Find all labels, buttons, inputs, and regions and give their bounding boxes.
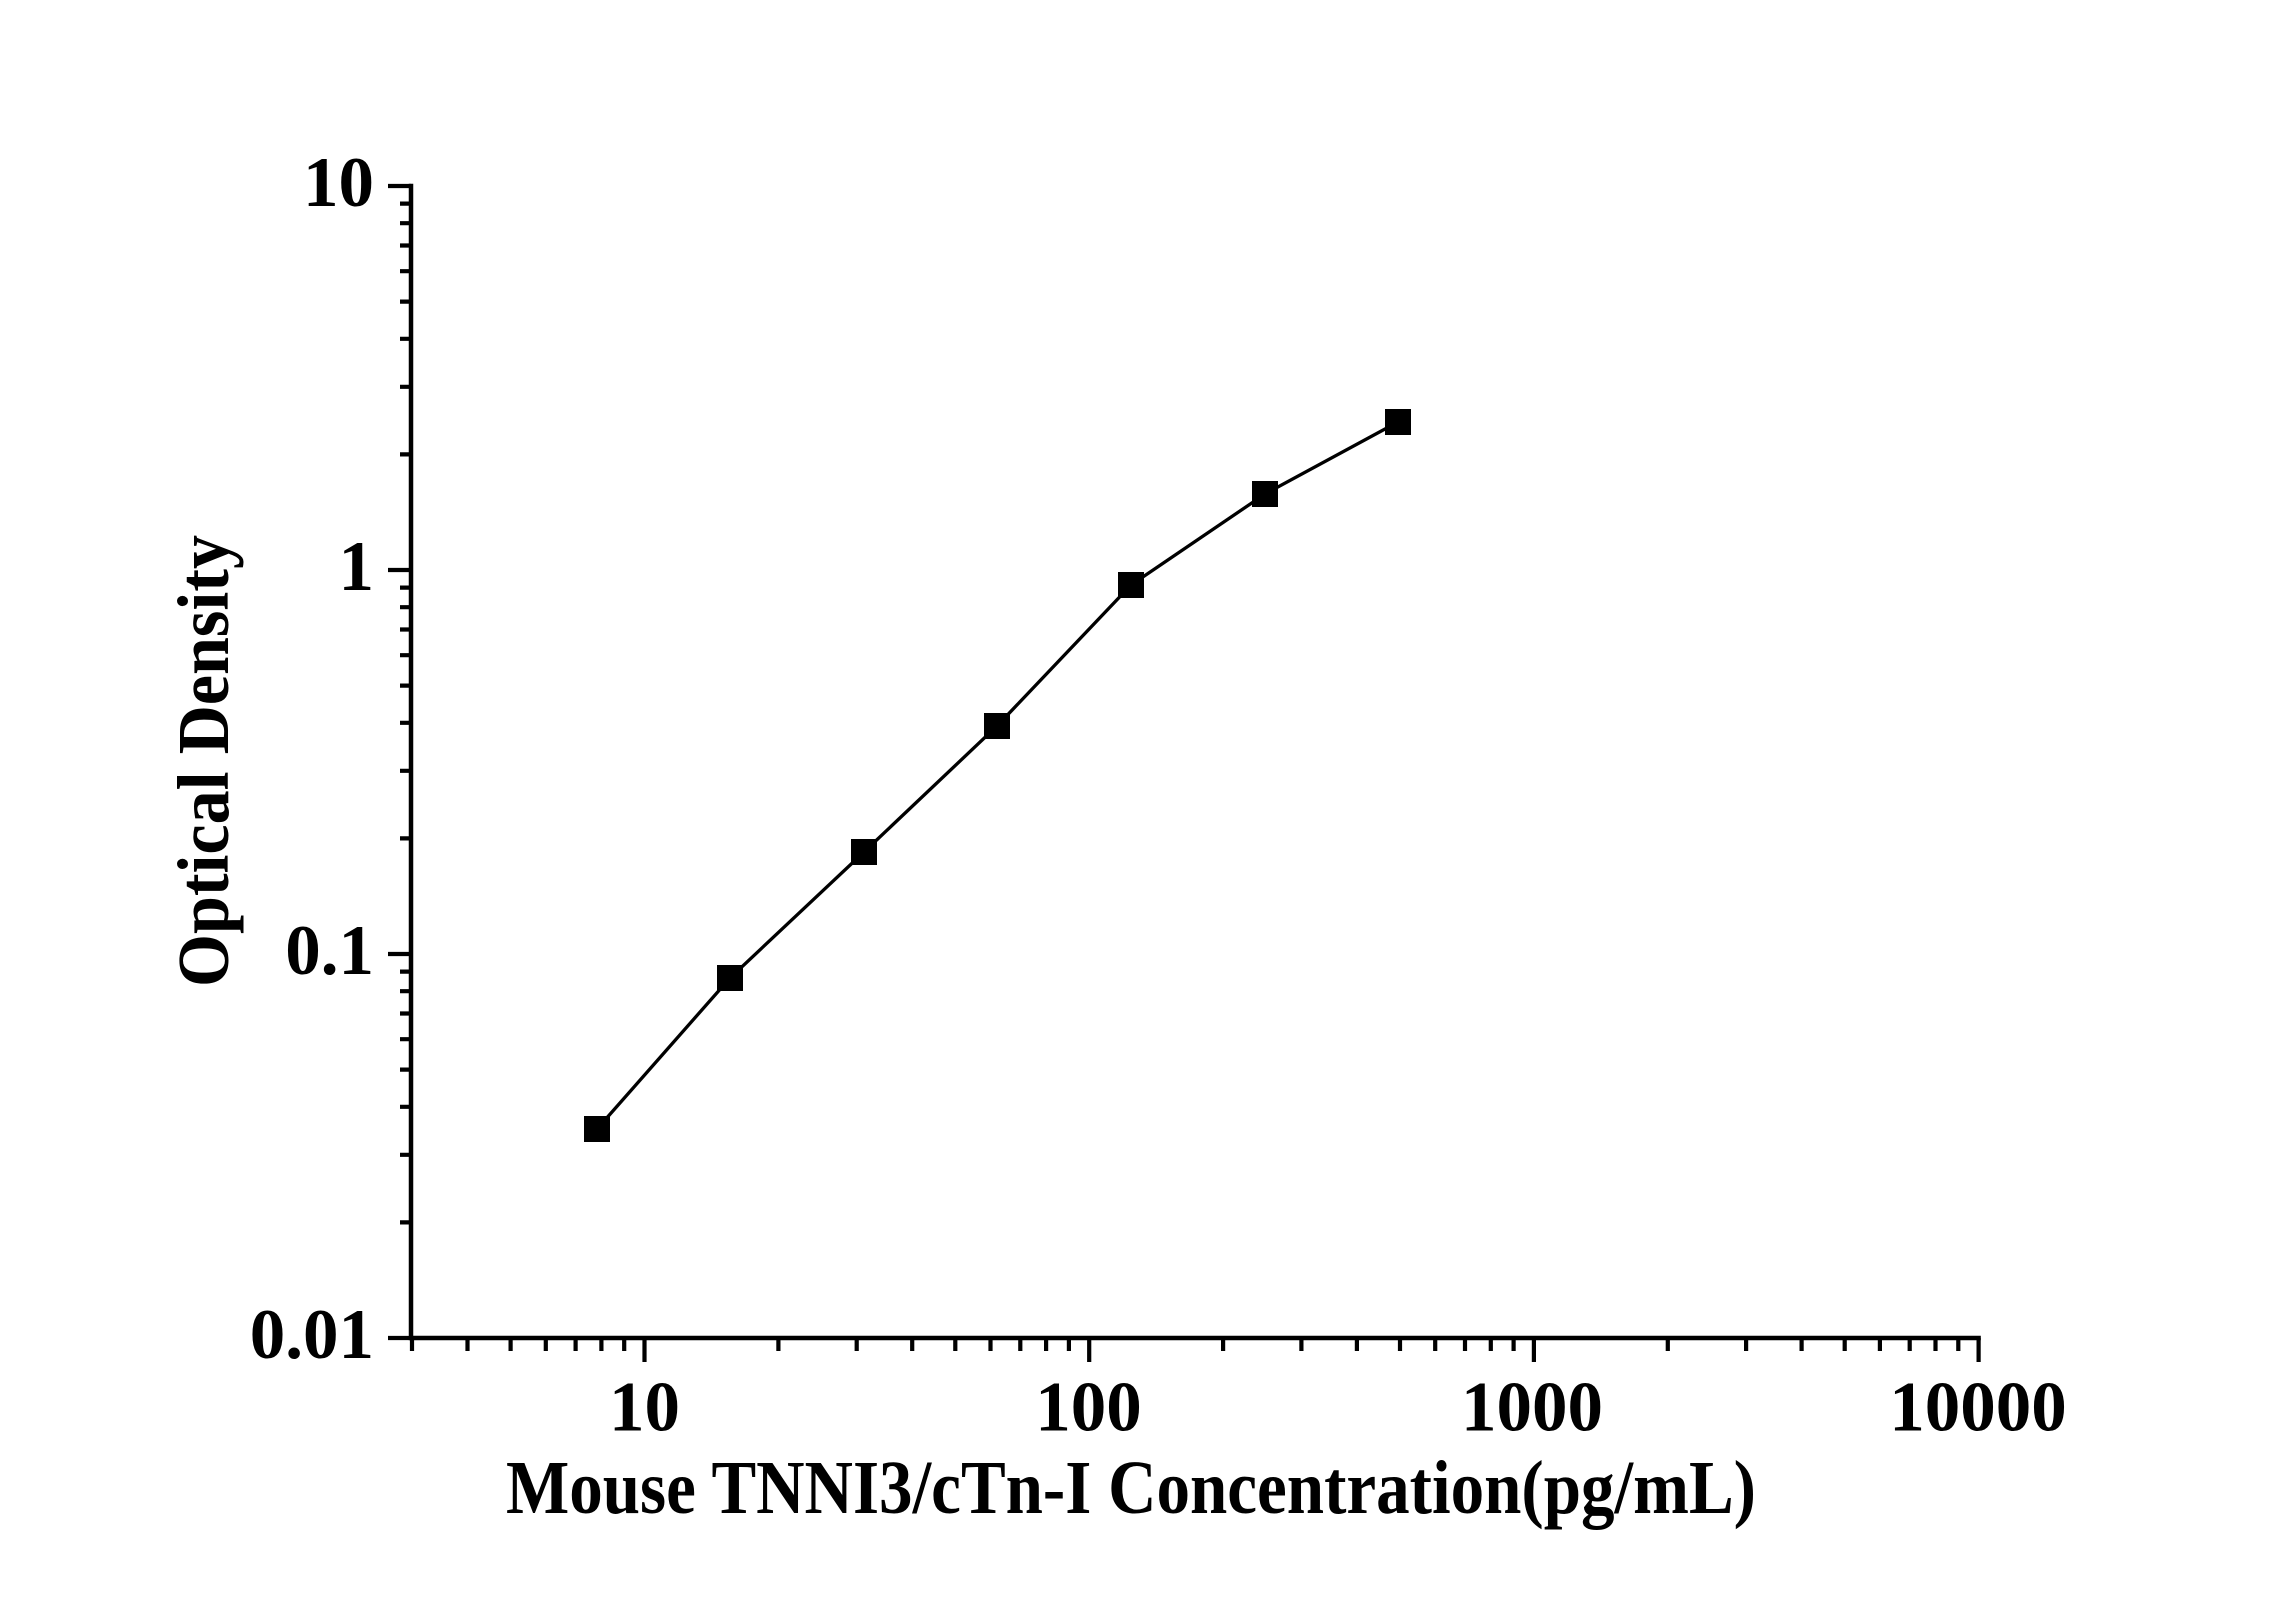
svg-text:10: 10 — [303, 144, 374, 222]
svg-text:0.1: 0.1 — [285, 912, 374, 990]
svg-text:Mouse TNNI3/cTn-I Concentratio: Mouse TNNI3/cTn-I Concentration(pg/mL) — [506, 1446, 1756, 1530]
svg-text:Optical Density: Optical Density — [163, 535, 244, 987]
svg-text:100: 100 — [1035, 1369, 1142, 1447]
svg-text:10: 10 — [609, 1369, 680, 1447]
svg-text:1000: 1000 — [1461, 1369, 1603, 1447]
svg-text:0.01: 0.01 — [250, 1296, 374, 1374]
svg-text:10000: 10000 — [1889, 1369, 2067, 1447]
svg-text:1: 1 — [339, 528, 375, 606]
